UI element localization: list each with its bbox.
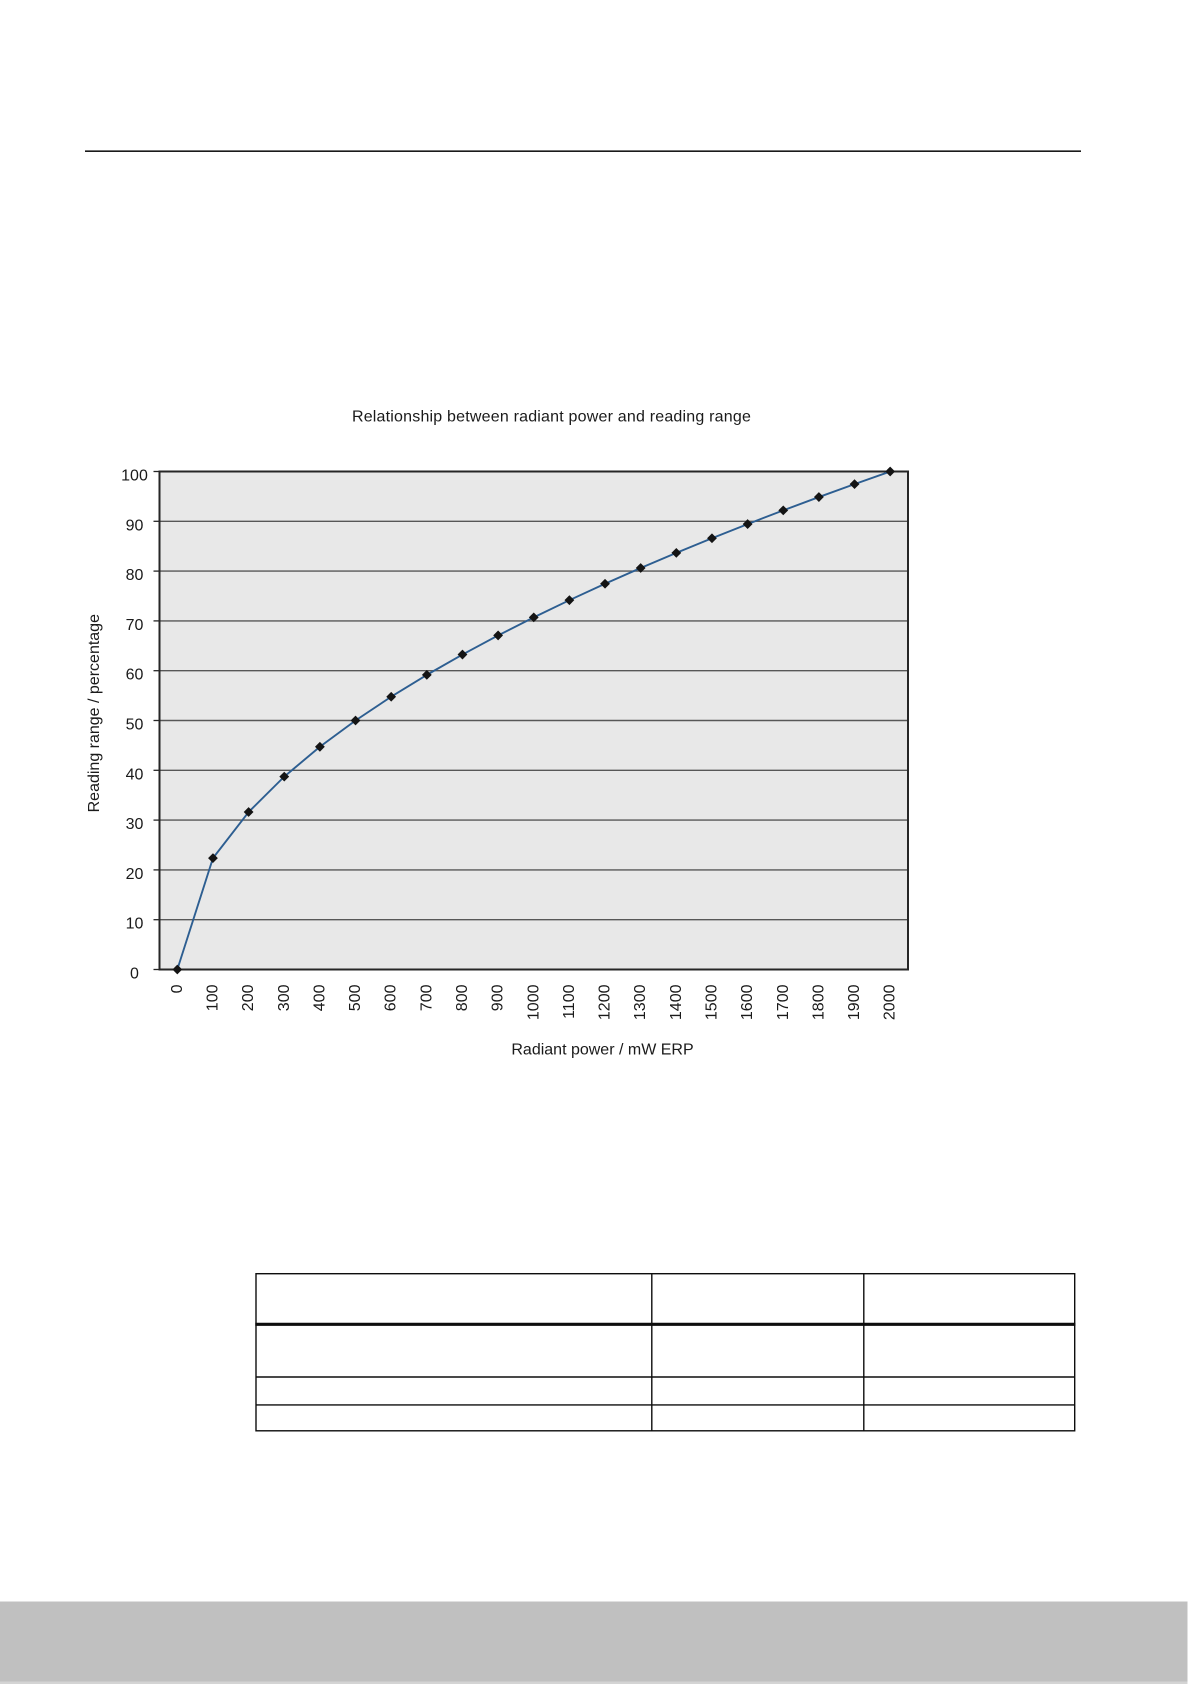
svg-text:100: 100 [204, 984, 221, 1011]
svg-text:700: 700 [418, 984, 435, 1011]
svg-text:1800: 1800 [810, 984, 827, 1020]
svg-text:200: 200 [240, 984, 257, 1011]
svg-text:1500: 1500 [703, 984, 720, 1020]
svg-text:60: 60 [126, 667, 144, 684]
svg-text:1700: 1700 [775, 984, 792, 1020]
svg-text:500: 500 [347, 984, 364, 1011]
svg-text:80: 80 [126, 567, 144, 584]
svg-text:400: 400 [311, 984, 328, 1011]
svg-text:10: 10 [126, 916, 144, 933]
svg-text:70: 70 [126, 617, 144, 634]
svg-text:40: 40 [126, 766, 144, 783]
svg-text:Relationship between radiant p: Relationship between radiant power and r… [352, 409, 751, 426]
svg-text:0: 0 [130, 966, 139, 983]
svg-text:1100: 1100 [561, 984, 578, 1019]
svg-text:1400: 1400 [668, 984, 685, 1020]
svg-text:50: 50 [126, 717, 144, 734]
svg-text:Radiant power / mW ERP: Radiant power / mW ERP [511, 1042, 693, 1059]
svg-text:1600: 1600 [739, 984, 756, 1020]
svg-text:0: 0 [169, 984, 186, 993]
svg-text:1200: 1200 [597, 984, 614, 1020]
svg-text:1300: 1300 [632, 984, 649, 1020]
svg-text:2000: 2000 [882, 984, 899, 1020]
svg-text:Reading range / percentage: Reading range / percentage [86, 614, 103, 812]
svg-text:900: 900 [490, 984, 507, 1011]
svg-text:1000: 1000 [525, 984, 542, 1020]
svg-text:600: 600 [383, 984, 400, 1011]
svg-text:300: 300 [276, 984, 293, 1011]
svg-text:30: 30 [126, 816, 144, 833]
svg-text:20: 20 [126, 866, 144, 883]
svg-text:1900: 1900 [846, 984, 863, 1020]
svg-text:90: 90 [126, 517, 144, 534]
svg-text:800: 800 [454, 984, 471, 1011]
svg-text:100: 100 [121, 468, 148, 485]
